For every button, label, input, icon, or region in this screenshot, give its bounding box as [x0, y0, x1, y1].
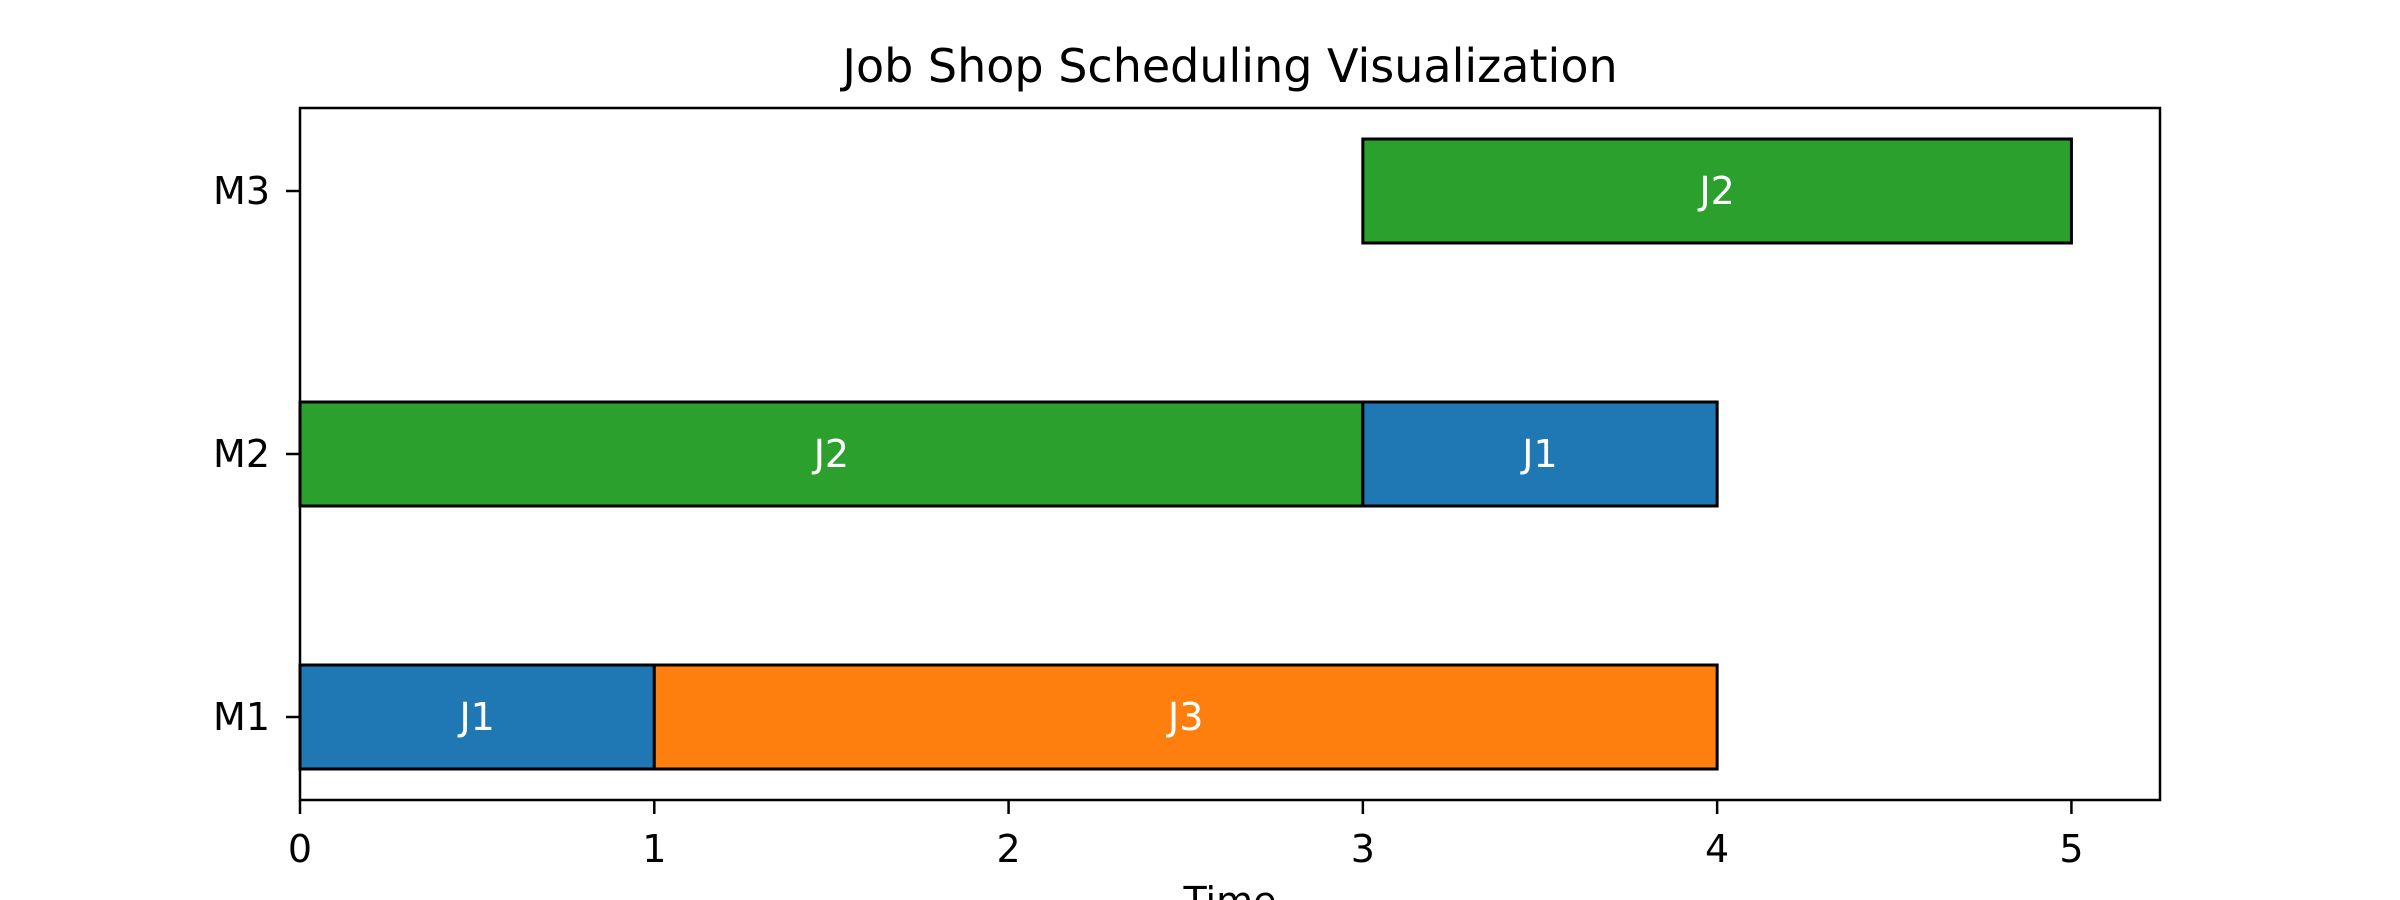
task-bar-m3-j2 [1361, 137, 2073, 245]
y-tick-label-m2: M2 [213, 432, 270, 476]
x-tick-label: 5 [2059, 827, 2083, 871]
x-tick-label: 0 [288, 827, 312, 871]
task-labels: J1 J3 J2 J1 J2 [457, 169, 1734, 739]
x-tick-label: 1 [642, 827, 666, 871]
task-label-m1-j3: J3 [1166, 695, 1203, 739]
x-tick-label: 2 [996, 827, 1020, 871]
task-bars [298, 137, 2073, 771]
task-label-m2-j1: J1 [1520, 432, 1557, 476]
task-label-m3-j2: J2 [1697, 169, 1734, 213]
y-tick-label-m1: M1 [213, 695, 270, 739]
x-axis-label: Time [1183, 879, 1277, 900]
task-label-m2-j2: J2 [812, 432, 849, 476]
y-axis-ticks: M1 M2 M3 [213, 169, 300, 739]
x-tick-label: 3 [1351, 827, 1375, 871]
task-bar-m2-j1 [1361, 400, 1719, 508]
chart-title: Job Shop Scheduling Visualization [839, 39, 1617, 93]
task-bar-m1-j3 [652, 663, 1719, 771]
y-tick-label-m3: M3 [213, 169, 270, 213]
task-bar-m1-j1 [298, 663, 656, 771]
task-label-m1-j1: J1 [457, 695, 494, 739]
x-axis-ticks: 0 1 2 3 4 5 [288, 800, 2084, 871]
x-tick-label: 4 [1705, 827, 1729, 871]
